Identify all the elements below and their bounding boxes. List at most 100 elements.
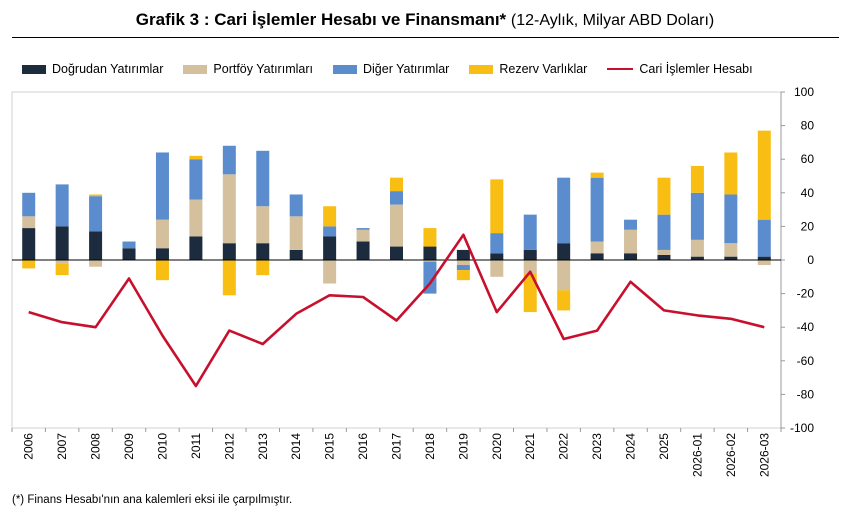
bar-segment [657, 214, 671, 250]
bar-segment [657, 254, 671, 260]
bar-segment [523, 260, 537, 274]
bar-segment [289, 194, 303, 217]
bar-group [22, 130, 771, 313]
bar-segment [155, 260, 169, 281]
x-tick-label: 2017 [390, 433, 404, 460]
bar-segment [456, 270, 470, 281]
bar-segment [222, 260, 236, 296]
bar-segment [590, 177, 604, 242]
bar-segment [624, 229, 638, 254]
bar-segment [390, 191, 403, 205]
bar-segment [222, 174, 236, 244]
legend-swatch [332, 64, 357, 74]
bar-segment [490, 260, 504, 277]
bar-segment [523, 273, 537, 313]
bar-segment [624, 219, 638, 230]
y-tick-label: -60 [797, 354, 815, 368]
x-tick-label: 2023 [590, 433, 604, 460]
x-tick-label: 2022 [557, 433, 571, 460]
bar-segment [490, 179, 504, 234]
bar-segment [89, 194, 103, 197]
bar-segment [757, 256, 771, 260]
bar-segment [557, 290, 571, 311]
footnote: (*) Finans Hesabı'nın ana kalemleri eksi… [12, 494, 293, 506]
x-tick-label: 2015 [323, 433, 337, 460]
bar-segment [55, 226, 69, 260]
x-tick-label: 2019 [456, 433, 470, 460]
bar-segment [89, 260, 103, 267]
bar-segment [490, 253, 504, 260]
x-tick-label: 2026-02 [724, 433, 738, 477]
y-tick-label: -100 [790, 421, 814, 435]
bar-segment [456, 260, 470, 266]
x-tick-label: 2021 [523, 433, 537, 460]
bar-segment [590, 253, 604, 260]
bar-segment [757, 130, 771, 220]
bar-segment [323, 236, 337, 260]
bar-segment [456, 249, 470, 260]
bar-segment [155, 219, 169, 249]
bar-segment [22, 260, 36, 269]
legend-label: Portföy Yatırımları [213, 62, 313, 76]
y-tick-label: 20 [801, 219, 815, 233]
x-tick-label: 2006 [22, 433, 36, 460]
bar-segment [256, 206, 270, 244]
legend-swatch [469, 64, 494, 74]
y-tick-label: -40 [797, 320, 815, 334]
y-tick-label: -80 [797, 387, 815, 401]
bar-segment [390, 177, 403, 192]
y-tick-label: 60 [801, 152, 815, 166]
bar-segment [557, 243, 571, 260]
bar-segment [657, 249, 671, 255]
bar-segment [390, 204, 403, 247]
y-tick-label: 100 [794, 85, 814, 99]
bar-segment [323, 226, 337, 237]
bar-segment [523, 214, 537, 250]
bar-segment [22, 228, 36, 260]
bar-segment [122, 241, 136, 249]
bar-segment [323, 260, 337, 284]
x-tick-label: 2012 [222, 433, 236, 460]
legend-label: Cari İşlemler Hesabı [639, 62, 753, 76]
x-tick-label: 2009 [122, 433, 136, 460]
chart-title: Grafik 3 : Cari İşlemler Hesabı ve Finan… [0, 10, 850, 30]
bar-segment [423, 246, 437, 260]
legend-label: Rezerv Varlıklar [499, 62, 588, 76]
bar-segment [690, 256, 704, 260]
bar-segment [122, 248, 136, 260]
x-tick-label: 2010 [155, 433, 169, 460]
x-tick-label: 2018 [423, 433, 437, 460]
bar-segment [690, 192, 704, 240]
legend-item-current-account: Cari İşlemler Hesabı [607, 62, 753, 76]
x-tick-label: 2024 [624, 433, 638, 460]
bar-segment [189, 199, 203, 237]
x-tick-label: 2011 [189, 433, 203, 459]
current-account-line [28, 233, 765, 388]
legend-label: Diğer Yatırımlar [362, 62, 450, 76]
y-tick-label: 0 [807, 253, 814, 267]
bar-segment [724, 194, 738, 244]
bar-segment [523, 249, 537, 260]
bar-segment [356, 241, 370, 260]
bar-segment [757, 260, 771, 266]
legend-item-portfolio-investment: Portföy Yatırımları [183, 62, 313, 76]
title-divider [12, 37, 839, 38]
bar-segment [557, 260, 571, 291]
x-tick-label: 2014 [289, 433, 303, 460]
x-tick-label: 2008 [89, 433, 103, 460]
legend-swatch [22, 64, 46, 74]
bar-segment [189, 159, 203, 200]
x-tick-label: 2020 [490, 433, 504, 460]
bar-segment [590, 172, 604, 178]
bar-segment [55, 260, 69, 264]
bar-segment [423, 260, 437, 262]
bar-segment [724, 256, 738, 260]
x-tick-label: 2016 [356, 433, 370, 460]
bar-segment [289, 249, 303, 260]
bar-segment [390, 246, 403, 260]
bar-segment [22, 216, 36, 229]
y-tick-label: 40 [801, 186, 815, 200]
bar-segment [724, 152, 738, 195]
bar-segment [323, 206, 337, 227]
x-tick-label: 2025 [657, 433, 671, 460]
